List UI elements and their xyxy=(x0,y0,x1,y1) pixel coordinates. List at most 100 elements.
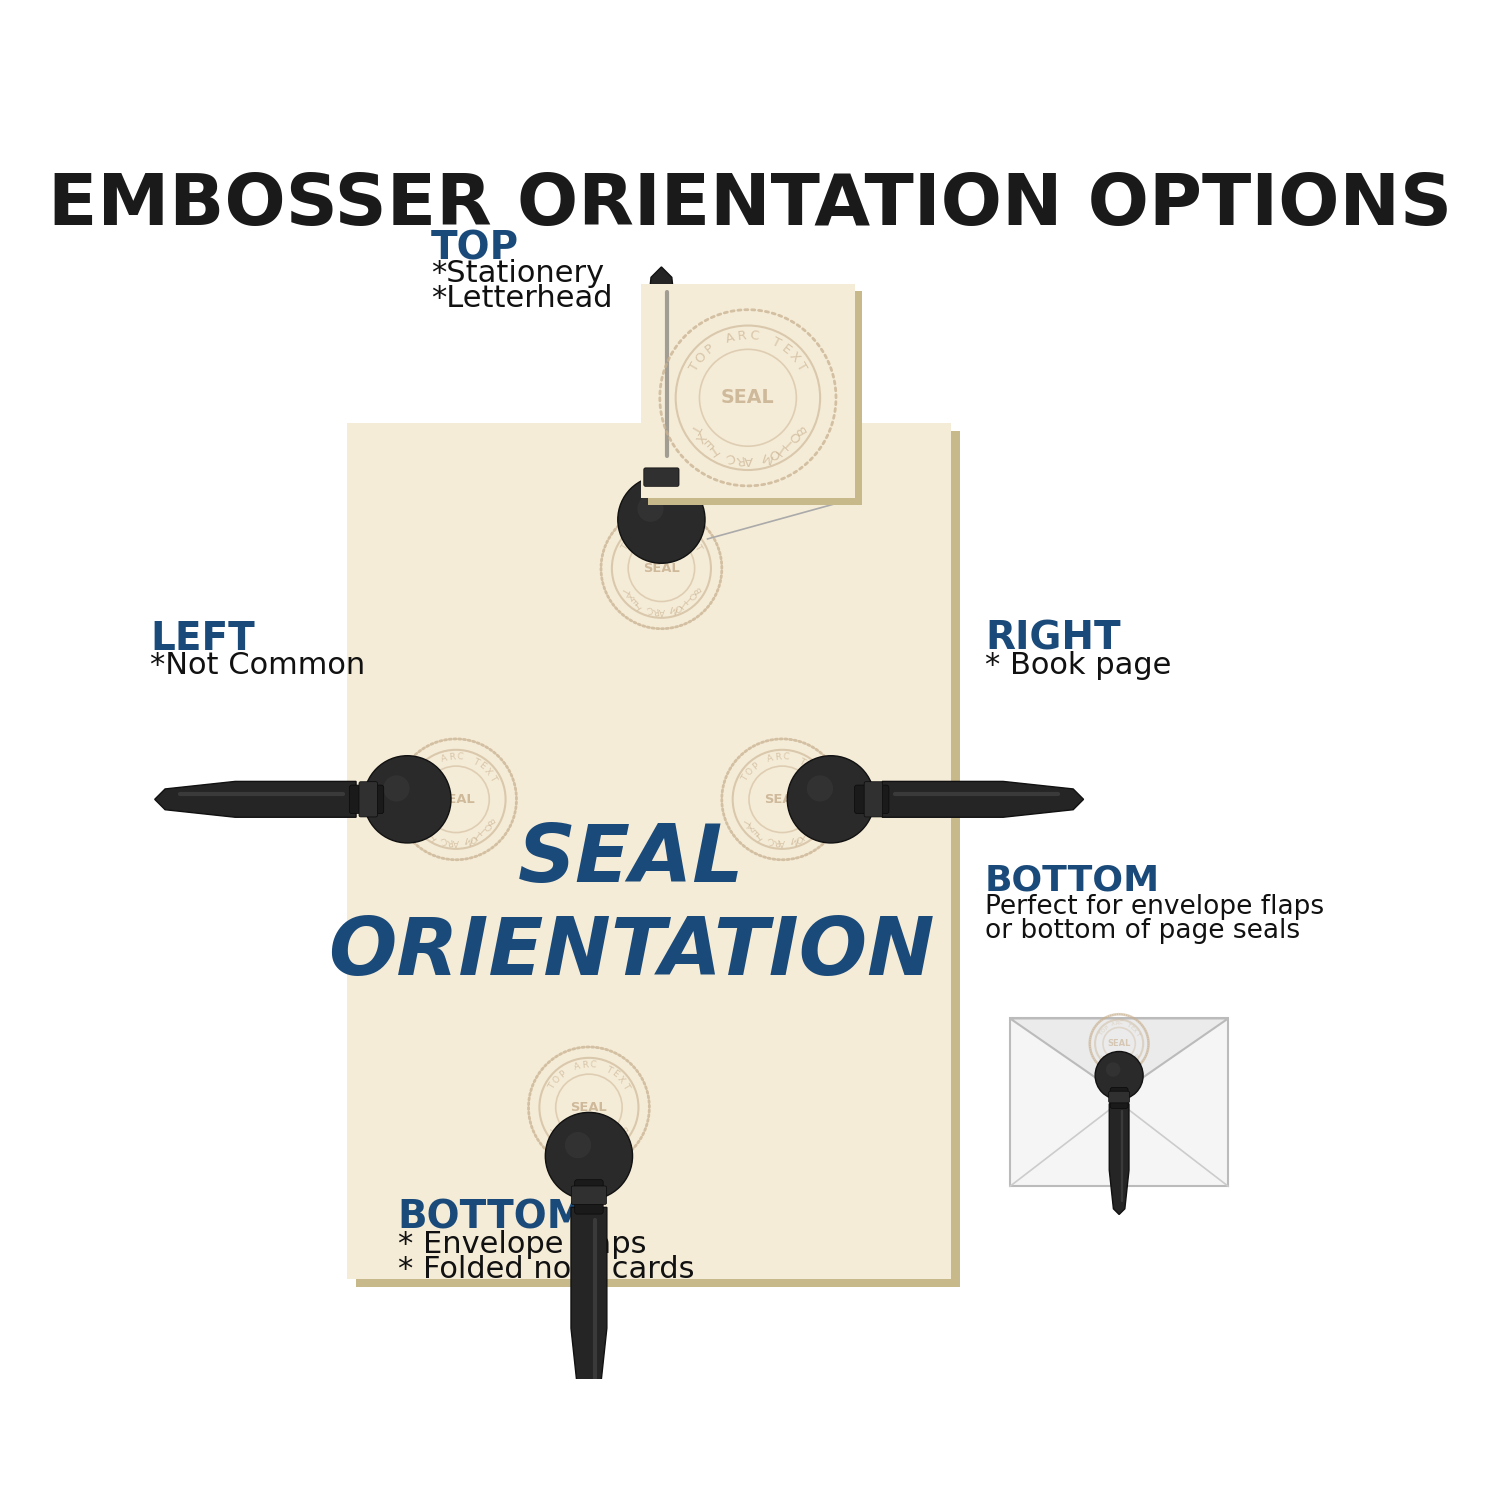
Text: T: T xyxy=(687,422,702,435)
Text: * Book page: * Book page xyxy=(986,651,1172,680)
Text: O: O xyxy=(602,1140,612,1150)
Polygon shape xyxy=(644,267,680,468)
Text: T: T xyxy=(687,360,702,374)
Text: or bottom of page seals: or bottom of page seals xyxy=(986,918,1300,944)
FancyBboxPatch shape xyxy=(855,784,889,813)
Text: X: X xyxy=(688,536,699,546)
Text: C: C xyxy=(723,448,736,465)
Circle shape xyxy=(566,1132,591,1158)
Text: O: O xyxy=(795,833,806,843)
FancyBboxPatch shape xyxy=(574,1179,603,1214)
Text: T: T xyxy=(476,830,484,840)
Text: O: O xyxy=(616,1128,627,1140)
Text: O: O xyxy=(693,350,709,366)
Text: E: E xyxy=(804,760,813,771)
Text: *Letterhead: *Letterhead xyxy=(430,285,612,314)
Text: C: C xyxy=(1110,1060,1116,1066)
Text: T: T xyxy=(706,441,720,456)
Text: BOTTOM: BOTTOM xyxy=(398,1198,586,1237)
Text: X: X xyxy=(1100,1053,1106,1059)
Text: O: O xyxy=(810,821,820,831)
Text: E: E xyxy=(778,342,794,357)
FancyBboxPatch shape xyxy=(1010,1019,1228,1186)
Text: M: M xyxy=(669,603,680,613)
Text: O: O xyxy=(766,446,782,462)
Text: R: R xyxy=(736,330,747,344)
Text: M: M xyxy=(789,834,800,844)
Text: T: T xyxy=(612,1132,622,1143)
Text: O: O xyxy=(688,590,700,600)
Text: T: T xyxy=(686,594,694,604)
Text: T: T xyxy=(633,598,642,609)
Text: O: O xyxy=(552,1074,562,1086)
Text: T: T xyxy=(783,435,796,450)
Circle shape xyxy=(1106,1062,1120,1077)
Text: SEAL: SEAL xyxy=(438,794,474,806)
Text: LEFT: LEFT xyxy=(150,620,255,658)
Text: O: O xyxy=(470,833,480,843)
Text: R: R xyxy=(1114,1060,1119,1066)
Text: M: M xyxy=(759,448,774,465)
Text: *Stationery: *Stationery xyxy=(430,260,604,288)
Text: C: C xyxy=(590,1060,597,1070)
Text: A: A xyxy=(645,522,654,532)
Text: T: T xyxy=(776,441,789,456)
Text: E: E xyxy=(1130,1024,1134,1030)
Text: T: T xyxy=(813,774,824,783)
Text: R: R xyxy=(774,753,782,762)
Text: E: E xyxy=(627,594,638,604)
Circle shape xyxy=(384,776,410,801)
Text: E: E xyxy=(610,1070,620,1080)
Text: R: R xyxy=(446,836,453,846)
FancyBboxPatch shape xyxy=(572,1186,606,1204)
Text: X: X xyxy=(808,766,819,777)
Text: A: A xyxy=(1112,1022,1116,1028)
Text: EMBOSSER ORIENTATION OPTIONS: EMBOSSER ORIENTATION OPTIONS xyxy=(48,171,1452,240)
Circle shape xyxy=(638,495,663,522)
FancyBboxPatch shape xyxy=(356,430,960,1287)
FancyBboxPatch shape xyxy=(358,782,378,818)
Polygon shape xyxy=(572,1208,608,1408)
Text: RIGHT: RIGHT xyxy=(986,620,1120,658)
Text: X: X xyxy=(692,429,708,444)
Text: A: A xyxy=(573,1062,580,1072)
Text: A: A xyxy=(724,332,736,346)
Text: A: A xyxy=(586,1144,592,1154)
Circle shape xyxy=(788,756,874,843)
Polygon shape xyxy=(1010,1019,1228,1094)
Text: T: T xyxy=(741,774,752,783)
Text: X: X xyxy=(622,590,634,600)
Text: A: A xyxy=(744,453,753,466)
Text: T: T xyxy=(620,543,630,552)
Text: C: C xyxy=(783,753,790,762)
Text: T: T xyxy=(1098,1052,1104,1056)
Polygon shape xyxy=(882,782,1083,818)
Text: T: T xyxy=(414,816,424,825)
Text: C: C xyxy=(765,834,774,844)
Circle shape xyxy=(1095,1052,1143,1100)
Circle shape xyxy=(618,476,705,564)
Text: E: E xyxy=(422,825,432,836)
Text: SEAL: SEAL xyxy=(644,562,680,574)
Text: T: T xyxy=(770,336,783,351)
Text: T: T xyxy=(1126,1023,1131,1029)
FancyBboxPatch shape xyxy=(348,423,951,1278)
Text: O: O xyxy=(1132,1053,1138,1059)
Text: B: B xyxy=(488,816,498,825)
Text: T: T xyxy=(548,1124,558,1132)
Text: M: M xyxy=(597,1143,606,1154)
Text: SEAL: SEAL xyxy=(1107,1040,1131,1048)
Text: T: T xyxy=(620,585,630,594)
FancyBboxPatch shape xyxy=(640,285,855,498)
Text: A: A xyxy=(766,753,774,764)
Text: A: A xyxy=(440,753,448,764)
Text: T: T xyxy=(608,1137,618,1148)
Text: T: T xyxy=(806,825,816,836)
Text: O: O xyxy=(419,766,430,777)
Text: R: R xyxy=(654,522,662,531)
Text: C: C xyxy=(645,603,654,613)
Text: R: R xyxy=(772,836,780,846)
Text: T: T xyxy=(471,756,480,766)
Text: *Not Common: *Not Common xyxy=(150,651,366,680)
FancyBboxPatch shape xyxy=(1110,1088,1128,1108)
